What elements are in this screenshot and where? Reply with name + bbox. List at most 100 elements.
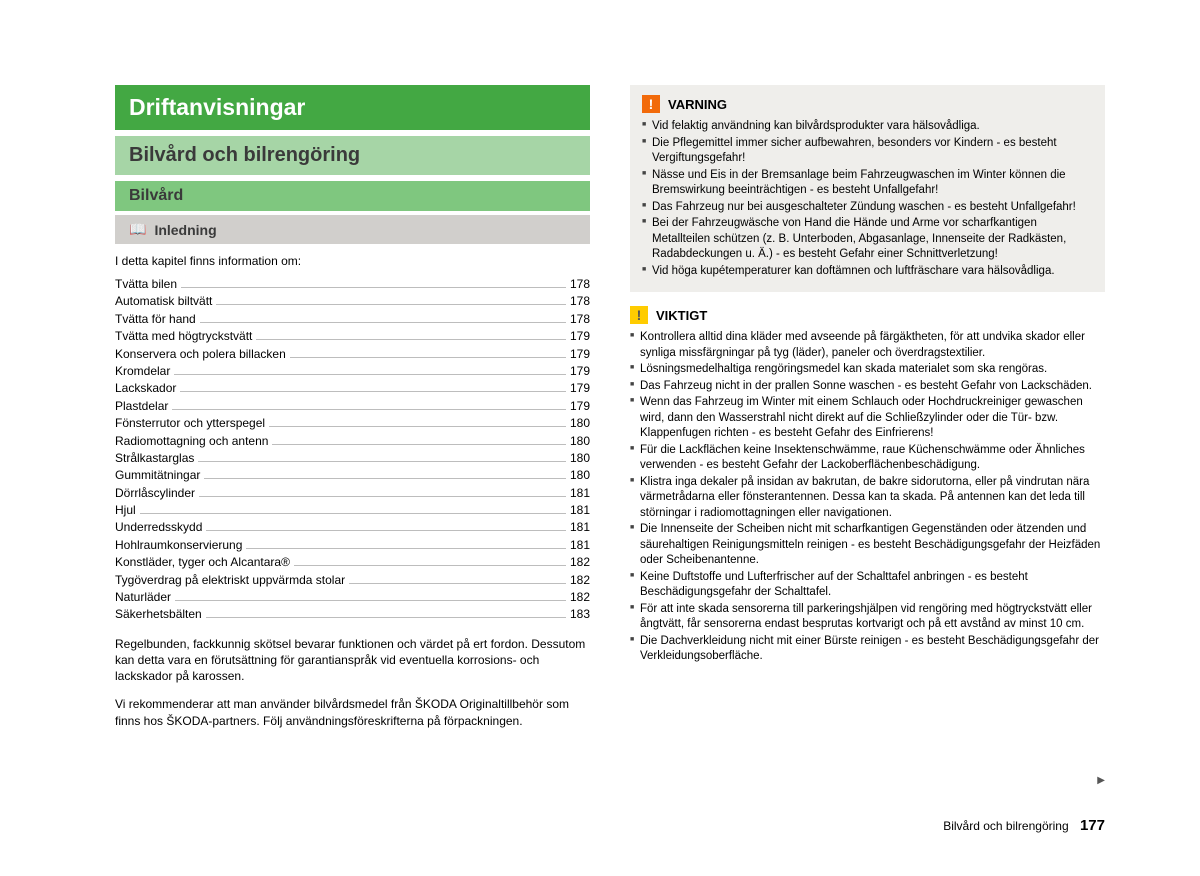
toc-leader [199,496,566,497]
toc-row[interactable]: Automatisk biltvätt178 [115,293,590,310]
table-of-contents: Tvätta bilen178Automatisk biltvätt178Tvä… [115,276,590,624]
footer-section: Bilvård och bilrengöring [943,819,1068,833]
toc-label: Tygöverdrag på elektriskt uppvärmda stol… [115,572,345,589]
toc-label: Dörrlåscylinder [115,485,195,502]
toc-page: 179 [570,380,590,397]
toc-row[interactable]: Konservera och polera billacken179 [115,346,590,363]
toc-page: 183 [570,606,590,623]
warning-title: VARNING [668,97,727,112]
toc-row[interactable]: Fönsterrutor och ytterspegel180 [115,415,590,432]
toc-row[interactable]: Dörrlåscylinder181 [115,485,590,502]
toc-leader [272,444,566,445]
toc-row[interactable]: Strålkastarglas180 [115,450,590,467]
left-column: Driftanvisningar Bilvård och bilrengörin… [115,85,590,729]
toc-label: Tvätta för hand [115,311,196,328]
list-item: Nässe und Eis in der Bremsanlage beim Fa… [642,168,1093,199]
toc-row[interactable]: Hjul181 [115,502,590,519]
toc-row[interactable]: Gummitätningar180 [115,467,590,484]
footer-page-number: 177 [1080,817,1105,834]
toc-row[interactable]: Tvätta för hand 178 [115,311,590,328]
list-item: Wenn das Fahrzeug im Winter mit einem Sc… [630,395,1105,442]
toc-label: Automatisk biltvätt [115,293,212,310]
toc-leader [172,409,566,410]
toc-row[interactable]: Kromdelar 179 [115,363,590,380]
toc-page: 180 [570,433,590,450]
page-footer: Bilvård och bilrengöring 177 [943,817,1105,834]
toc-page: 181 [570,537,590,554]
toc-label: Lackskador [115,380,176,397]
warning-box: ! VARNING Vid felaktig användning kan bi… [630,85,1105,292]
manual-page: Driftanvisningar Bilvård och bilrengörin… [0,0,1200,729]
toc-leader [294,565,566,566]
heading-topic: 📖 Inledning [115,215,590,244]
list-item: Keine Duftstoffe und Lufterfrischer auf … [630,570,1105,601]
toc-page: 179 [570,363,590,380]
paragraph: Vi rekommenderar att man använder bilvår… [115,696,590,728]
toc-row[interactable]: Tvätta bilen 178 [115,276,590,293]
toc-label: Konstläder, tyger och Alcantara® [115,554,290,571]
toc-leader [256,339,566,340]
toc-row[interactable]: Tvätta med högtryckstvätt179 [115,328,590,345]
important-icon: ! [630,306,648,324]
important-list: Kontrollera alltid dina kläder med avsee… [630,330,1105,665]
toc-leader [174,374,566,375]
list-item: För att inte skada sensorerna till parke… [630,602,1105,633]
toc-label: Konservera och polera billacken [115,346,286,363]
important-title-row: ! VIKTIGT [630,306,1105,324]
list-item: Vid höga kupétemperaturer kan doftämnen … [642,264,1093,280]
heading-section: Bilvård och bilrengöring [115,136,590,175]
toc-row[interactable]: Säkerhetsbälten183 [115,606,590,623]
continue-arrow-icon: ▶ [1097,775,1105,786]
toc-row[interactable]: Plastdelar 179 [115,398,590,415]
toc-leader [349,583,566,584]
list-item: Die Pflegemittel immer sicher aufbewahre… [642,136,1093,167]
toc-leader [290,357,566,358]
toc-leader [204,478,566,479]
right-column: ! VARNING Vid felaktig användning kan bi… [630,85,1105,729]
warning-title-row: ! VARNING [642,95,1093,113]
toc-label: Hjul [115,502,136,519]
list-item: Kontrollera alltid dina kläder med avsee… [630,330,1105,361]
toc-row[interactable]: Underredsskydd 181 [115,519,590,536]
toc-row[interactable]: Lackskador 179 [115,380,590,397]
toc-page: 182 [570,572,590,589]
toc-label: Underredsskydd [115,519,202,536]
toc-page: 180 [570,450,590,467]
toc-row[interactable]: Naturläder 182 [115,589,590,606]
warning-icon: ! [642,95,660,113]
list-item: Für die Lackflächen keine Insektenschwäm… [630,443,1105,474]
intro-line: I detta kapitel finns information om: [115,254,590,268]
toc-row[interactable]: Hohlraumkonservierung 181 [115,537,590,554]
toc-page: 180 [570,415,590,432]
toc-page: 181 [570,519,590,536]
paragraph: Regelbunden, fackkunnig skötsel bevarar … [115,636,590,685]
toc-label: Naturläder [115,589,171,606]
list-item: Lösningsmedelhaltiga rengöringsmedel kan… [630,362,1105,378]
toc-page: 182 [570,554,590,571]
toc-label: Kromdelar [115,363,170,380]
toc-label: Hohlraumkonservierung [115,537,242,554]
toc-leader [206,530,566,531]
toc-label: Radiomottagning och antenn [115,433,268,450]
toc-leader [246,548,566,549]
list-item: Bei der Fahrzeugwäsche von Hand die Händ… [642,216,1093,263]
toc-leader [216,304,566,305]
toc-page: 178 [570,276,590,293]
toc-leader [206,617,566,618]
toc-row[interactable]: Tygöverdrag på elektriskt uppvärmda stol… [115,572,590,589]
list-item: Klistra inga dekaler på insidan av bakru… [630,475,1105,522]
toc-leader [180,391,566,392]
toc-row[interactable]: Radiomottagning och antenn 180 [115,433,590,450]
important-box: ! VIKTIGT Kontrollera alltid dina kläder… [630,306,1105,665]
toc-label: Gummitätningar [115,467,200,484]
list-item: Die Dachverkleidung nicht mit einer Bürs… [630,634,1105,665]
toc-page: 182 [570,589,590,606]
heading-topic-label: Inledning [154,222,216,238]
toc-page: 178 [570,311,590,328]
list-item: Das Fahrzeug nur bei ausgeschalteter Zün… [642,200,1093,216]
toc-row[interactable]: Konstläder, tyger och Alcantara® 182 [115,554,590,571]
toc-page: 179 [570,398,590,415]
toc-leader [181,287,566,288]
toc-label: Tvätta bilen [115,276,177,293]
toc-label: Plastdelar [115,398,168,415]
